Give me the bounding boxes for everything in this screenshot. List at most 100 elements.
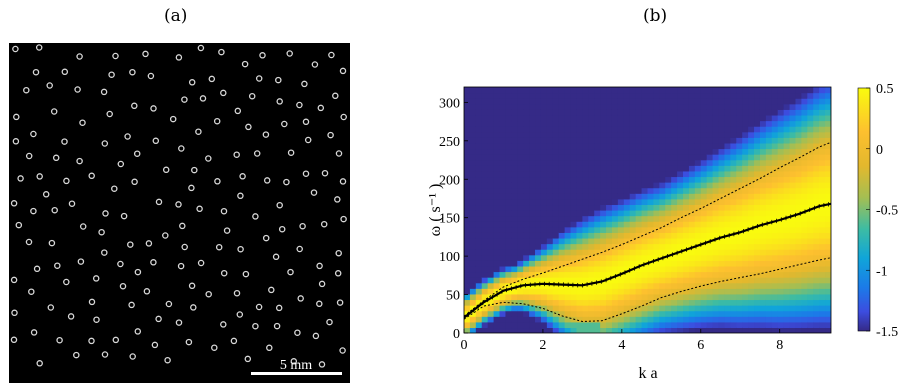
heatmap-cell (558, 87, 566, 94)
heatmap-cell (617, 321, 625, 329)
heatmap-cell (688, 260, 696, 267)
heatmap-cell (493, 109, 501, 116)
heatmap-cell (653, 142, 660, 150)
particle (10, 276, 18, 284)
heatmap-cell (540, 98, 548, 105)
heatmap-cell (641, 137, 649, 144)
heatmap-cell (611, 103, 619, 110)
heatmap-cell (825, 92, 831, 99)
heatmap-cell (641, 120, 649, 127)
heatmap-cell (700, 148, 708, 155)
heatmap-cell (683, 98, 690, 105)
heatmap-cell (659, 87, 666, 94)
heatmap-cell (765, 277, 773, 284)
heatmap-cell (487, 221, 495, 228)
heatmap-cell (582, 131, 589, 138)
heatmap-cell (481, 321, 489, 329)
heatmap-cell (582, 103, 589, 110)
heatmap-cell (700, 126, 708, 133)
heatmap-cell (552, 282, 560, 289)
heatmap-cell (742, 288, 749, 295)
heatmap-cell (623, 310, 631, 317)
heatmap-cell (742, 215, 749, 222)
heatmap-cell (546, 176, 554, 183)
heatmap-cell (517, 265, 524, 273)
heatmap-cell (777, 232, 785, 239)
heatmap-cell (742, 254, 749, 261)
particle (340, 215, 347, 223)
heatmap-cell (671, 226, 678, 233)
heatmap-cell (677, 170, 684, 178)
heatmap-cell (653, 165, 660, 172)
heatmap-cell (825, 316, 831, 323)
heatmap-cell (606, 277, 613, 284)
heatmap-cell (552, 148, 560, 155)
heatmap-cell (789, 310, 797, 317)
heatmap-cell (481, 170, 489, 178)
heatmap-cell (529, 237, 536, 245)
heatmap-cell (558, 327, 566, 333)
heatmap-cell (706, 288, 714, 295)
heatmap-cell (665, 193, 672, 200)
particle (255, 303, 263, 311)
y-tick-label: 50 (446, 289, 460, 304)
heatmap-cell (594, 182, 601, 189)
heatmap-cell (754, 243, 761, 250)
heatmap-cell (588, 265, 595, 273)
particle (124, 133, 131, 140)
heatmap-cell (641, 148, 649, 155)
heatmap-cell (653, 109, 660, 116)
heatmap-cell (600, 114, 607, 122)
heatmap-cell (771, 249, 779, 256)
particle (129, 353, 136, 360)
heatmap-cell (659, 120, 666, 127)
heatmap-cell (505, 310, 512, 317)
heatmap-cell (552, 170, 560, 178)
heatmap-cell (754, 277, 761, 284)
heatmap-cell (594, 198, 601, 206)
heatmap-cell (617, 260, 625, 267)
heatmap-cell (813, 299, 820, 306)
heatmap-cell (777, 198, 785, 206)
heatmap-cell (600, 92, 607, 99)
heatmap-cell (706, 221, 714, 228)
heatmap-cell (475, 260, 483, 267)
heatmap-cell (688, 98, 696, 105)
heatmap-cell (523, 237, 530, 245)
heatmap-cell (499, 92, 507, 99)
heatmap-cell (499, 215, 507, 222)
heatmap-cell (777, 159, 785, 166)
heatmap-cell (617, 226, 625, 233)
heatmap-cell (464, 237, 471, 245)
heatmap-cell (706, 316, 714, 323)
heatmap-cell (600, 316, 607, 323)
heatmap-cell (706, 243, 714, 250)
heatmap-cell (505, 182, 512, 189)
heatmap-cell (611, 293, 619, 301)
heatmap-cell (540, 221, 548, 228)
heatmap-cell (546, 254, 554, 261)
particle (77, 258, 85, 265)
colorbar-tick-label: 0.5 (876, 82, 894, 97)
particle (287, 268, 294, 276)
heatmap-cell (765, 265, 773, 273)
heatmap-cell (759, 210, 767, 217)
heatmap-cell (570, 114, 578, 122)
heatmap-cell (523, 204, 530, 211)
heatmap-cell (564, 109, 572, 116)
particle (162, 232, 169, 239)
heatmap-cell (588, 210, 595, 217)
heatmap-cell (754, 187, 761, 194)
heatmap-cell (529, 305, 536, 312)
heatmap-cell (712, 98, 720, 105)
heatmap-cell (718, 137, 726, 144)
particle (237, 192, 244, 200)
heatmap-cell (564, 226, 572, 233)
heatmap-cell (635, 114, 643, 122)
heatmap-cell (700, 249, 708, 256)
heatmap-cell (677, 126, 684, 133)
heatmap-cell (777, 293, 785, 301)
heatmap-cell (540, 271, 548, 278)
heatmap-cell (765, 176, 773, 183)
heatmap-cell (807, 249, 814, 256)
